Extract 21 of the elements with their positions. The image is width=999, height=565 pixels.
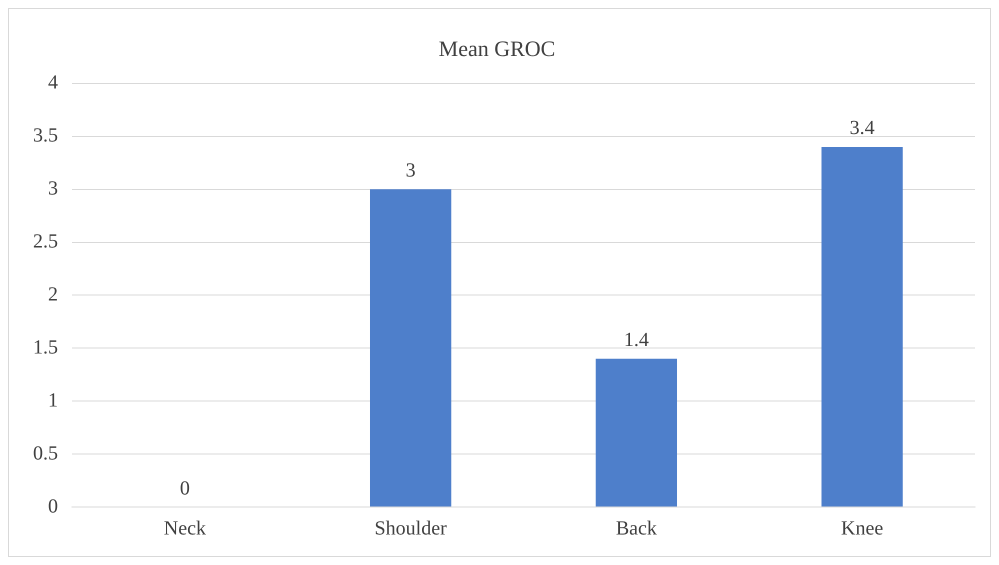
bar: [821, 146, 903, 506]
chart-title: Mean GROC: [438, 36, 556, 61]
y-tick-label: 3: [48, 178, 58, 200]
bar: [596, 358, 678, 506]
y-tick-label: 4: [48, 72, 58, 94]
x-tick-label: Neck: [164, 517, 206, 540]
x-tick-label: Back: [616, 517, 657, 540]
data-label: 1.4: [624, 328, 649, 351]
y-tick-label: 2: [48, 283, 58, 306]
y-tick-label: 0.5: [33, 442, 58, 464]
y-tick-label: 2.5: [33, 230, 58, 252]
x-tick-label: Shoulder: [374, 517, 448, 540]
data-label: 3.4: [850, 117, 875, 140]
data-label: 3: [406, 160, 416, 182]
y-tick-label: 1: [48, 389, 58, 412]
y-tick-label: 3.5: [33, 124, 58, 147]
x-tick-label: Knee: [841, 517, 884, 540]
y-tick-label: 0: [48, 495, 58, 518]
y-tick-label: 1.5: [33, 336, 58, 358]
data-label: 0: [180, 477, 190, 500]
bar: [370, 189, 452, 506]
